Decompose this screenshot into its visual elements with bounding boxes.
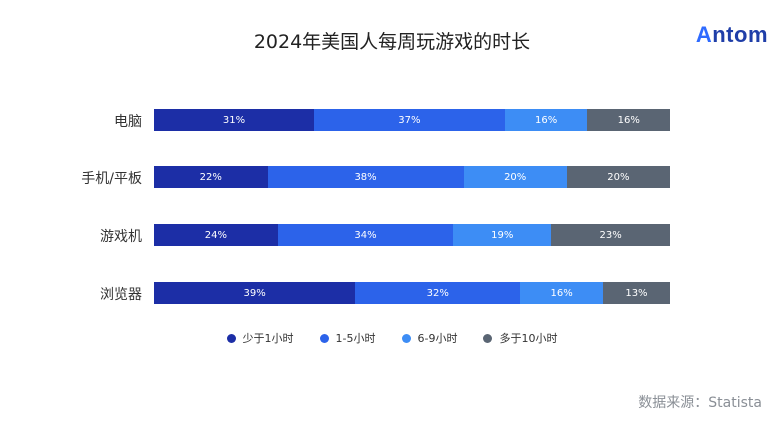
legend-item: 多于10小时 bbox=[483, 330, 557, 346]
bar-segment: 34% bbox=[277, 224, 454, 246]
legend-label: 少于1小时 bbox=[242, 332, 294, 345]
data-label: 16% bbox=[617, 114, 640, 126]
bar-segment: 39% bbox=[154, 282, 356, 304]
antom-logo: Antom bbox=[696, 22, 768, 48]
data-label: 20% bbox=[504, 171, 527, 183]
category-label: 电脑 bbox=[114, 114, 142, 130]
bar-segment: 20% bbox=[463, 166, 567, 188]
category-label: 浏览器 bbox=[100, 287, 142, 303]
bar-segment: 23% bbox=[551, 224, 670, 246]
bar-segment: 37% bbox=[313, 109, 505, 131]
legend-swatch bbox=[401, 333, 411, 343]
logo-rest: ntom bbox=[712, 22, 768, 47]
legend-label: 1-5小时 bbox=[335, 332, 376, 345]
data-label: 22% bbox=[199, 171, 222, 183]
legend-item: 6-9小时 bbox=[401, 330, 458, 346]
data-label: 31% bbox=[222, 114, 246, 126]
legend-swatch bbox=[226, 333, 236, 343]
data-label: 32% bbox=[426, 287, 449, 299]
bar-segment: 22% bbox=[154, 166, 268, 188]
category-label: 游戏机 bbox=[100, 229, 142, 245]
bar-segment: 13% bbox=[602, 282, 670, 304]
legend-label: 6-9小时 bbox=[417, 332, 458, 345]
data-label: 39% bbox=[243, 287, 266, 299]
data-label: 13% bbox=[625, 287, 648, 299]
chart-title: 2024年美国人每周玩游戏的时长 bbox=[253, 31, 531, 53]
data-label: 19% bbox=[491, 229, 514, 241]
chart-legend: 少于1小时 1-5小时 6-9小时 多于10小时 bbox=[0, 330, 784, 346]
legend-swatch bbox=[483, 333, 493, 343]
bar-segment: 20% bbox=[566, 166, 670, 188]
legend-label: 多于10小时 bbox=[499, 332, 558, 345]
bar-segment: 32% bbox=[355, 282, 521, 304]
bar-segment: 38% bbox=[267, 166, 464, 188]
legend-swatch bbox=[319, 333, 329, 343]
bar-segment: 19% bbox=[453, 224, 552, 246]
data-label: 16% bbox=[550, 287, 573, 299]
source-note: 数据来源：Statista bbox=[638, 395, 762, 411]
data-label: 20% bbox=[607, 171, 630, 183]
data-label: 23% bbox=[599, 229, 622, 241]
category-label: 手机/平板 bbox=[81, 171, 142, 187]
legend-item: 1-5小时 bbox=[319, 330, 376, 346]
bar-segment: 16% bbox=[504, 109, 588, 131]
data-label: 34% bbox=[354, 229, 377, 241]
bar-segment: 16% bbox=[587, 109, 670, 131]
logo-prefix: A bbox=[695, 22, 713, 47]
data-label: 16% bbox=[535, 114, 558, 126]
bar-segment: 31% bbox=[154, 109, 314, 131]
bar-segment: 16% bbox=[520, 282, 603, 304]
data-label: 38% bbox=[354, 171, 377, 183]
bar-segment: 24% bbox=[154, 224, 278, 246]
legend-item: 少于1小时 bbox=[226, 330, 294, 346]
data-label: 37% bbox=[398, 114, 421, 126]
data-label: 24% bbox=[204, 229, 228, 241]
